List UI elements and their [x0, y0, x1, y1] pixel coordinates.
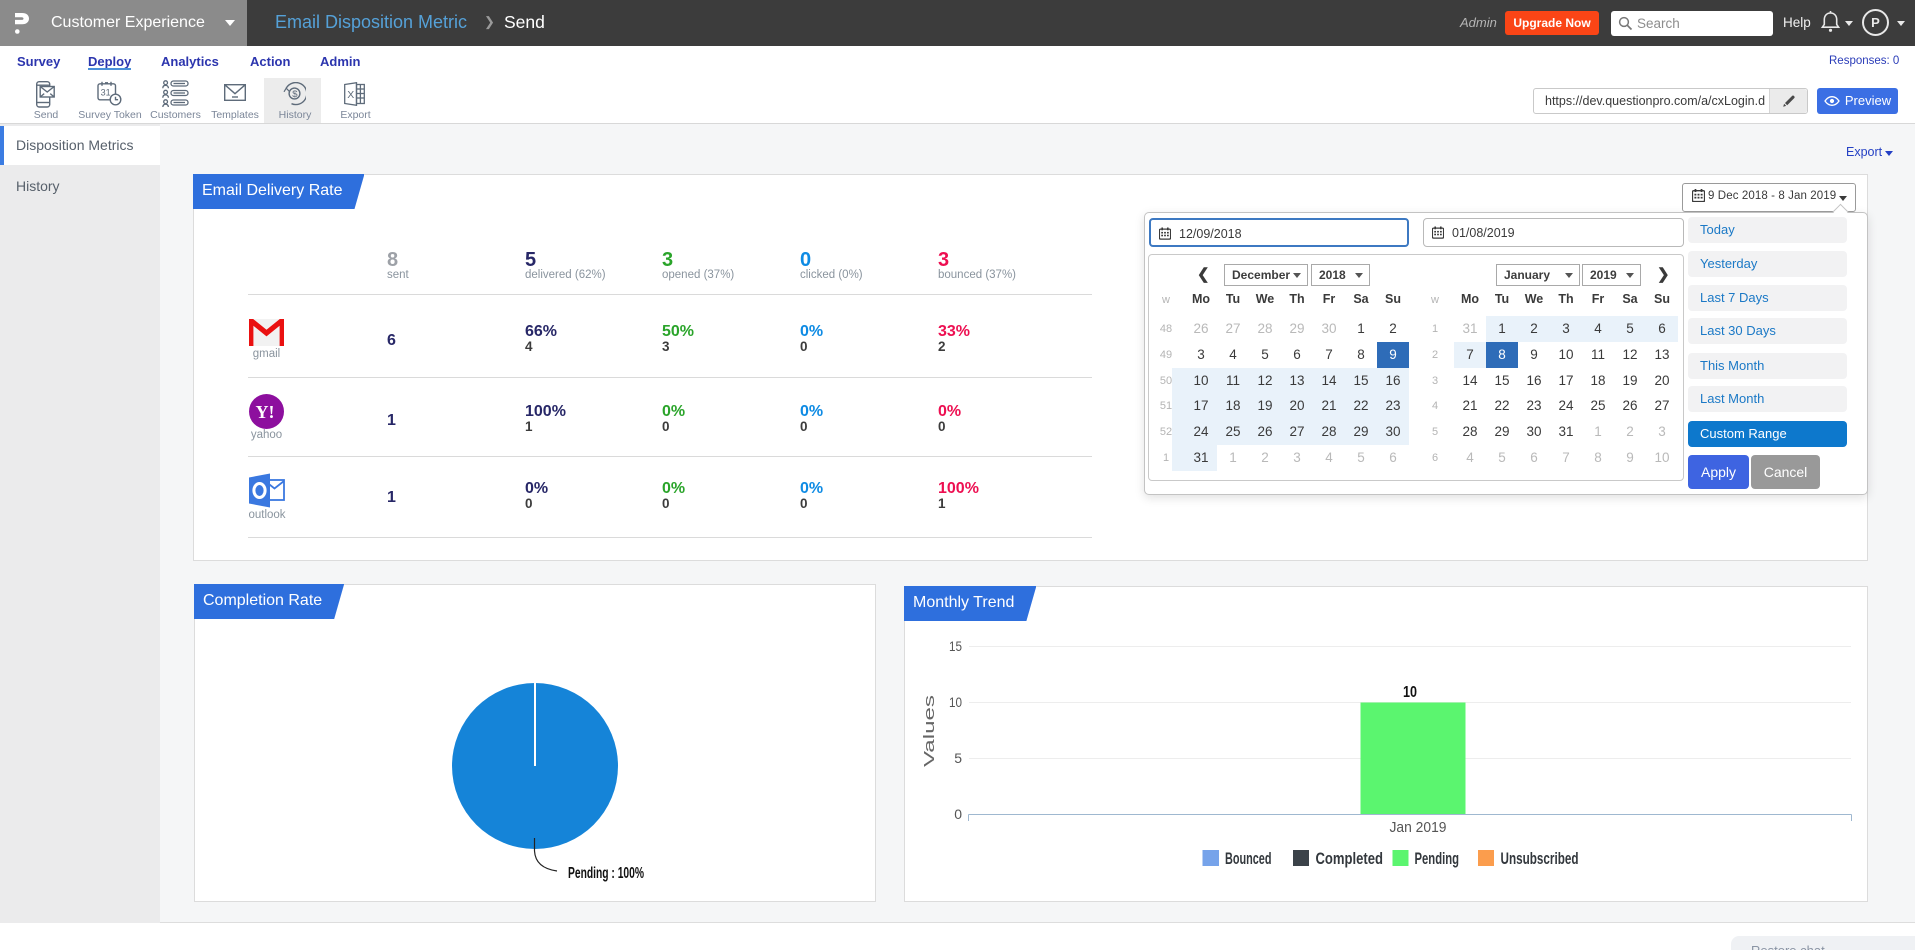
svg-text:0: 0	[954, 806, 962, 822]
svg-text:10: 10	[949, 694, 962, 710]
svg-text:$: $	[292, 89, 298, 100]
svg-text:Values: Values	[921, 695, 938, 767]
svg-text:10: 10	[1403, 684, 1417, 701]
svg-text:15: 15	[949, 638, 962, 654]
svg-text:Completed: Completed	[1316, 849, 1384, 868]
svg-text:Pending : 100%: Pending : 100%	[568, 865, 644, 882]
svg-text:Y!: Y!	[256, 402, 275, 422]
svg-text:Jan 2019: Jan 2019	[1390, 820, 1447, 836]
svg-text:X: X	[347, 89, 354, 101]
svg-text:Pending: Pending	[1415, 849, 1460, 868]
svg-text:Unsubscribed: Unsubscribed	[1501, 849, 1579, 868]
svg-text:31: 31	[101, 88, 111, 98]
svg-text:5: 5	[954, 750, 962, 766]
svg-text:Bounced: Bounced	[1225, 849, 1272, 868]
